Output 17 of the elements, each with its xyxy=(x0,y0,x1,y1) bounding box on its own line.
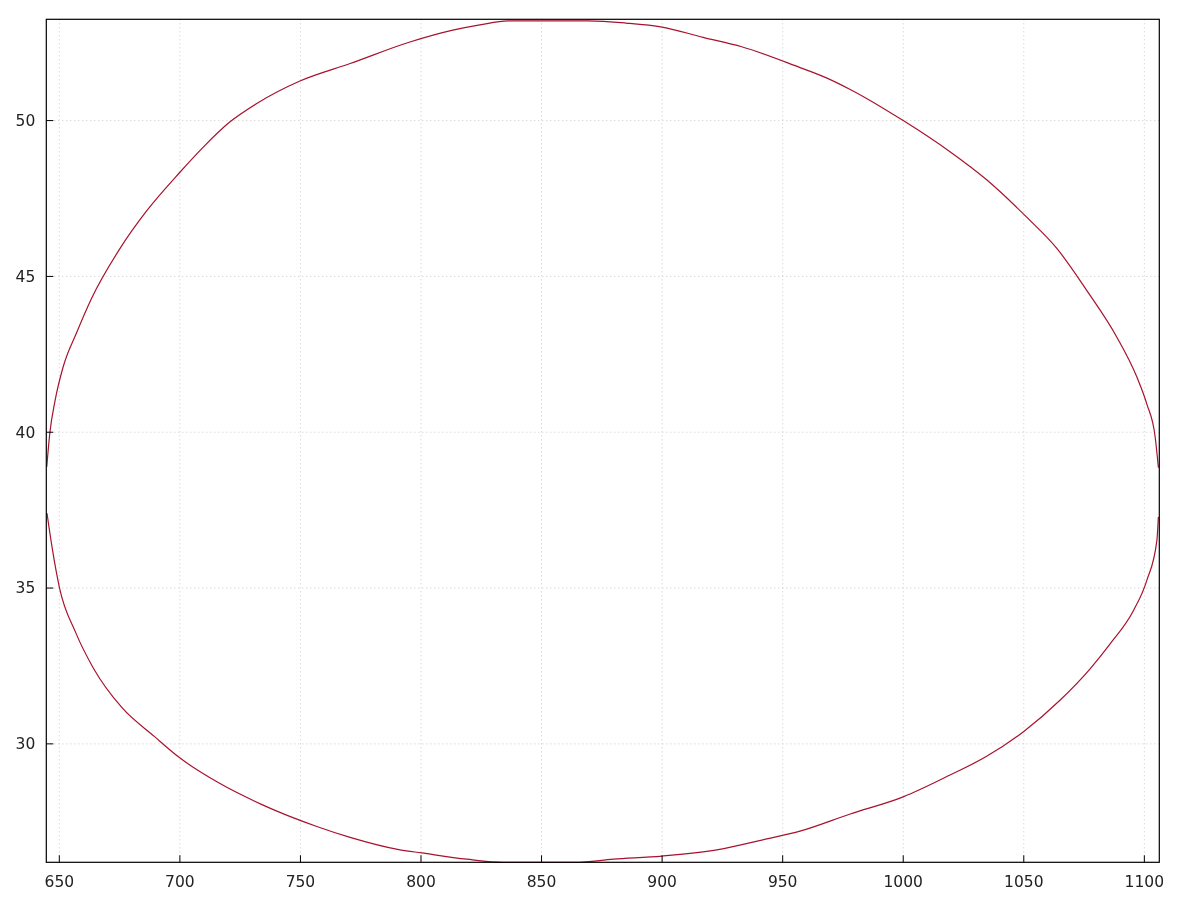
x-tick-label: 900 xyxy=(647,873,677,892)
x-tick-label: 800 xyxy=(406,873,436,892)
line-series xyxy=(46,512,1159,863)
x-tick-label: 1000 xyxy=(883,873,923,892)
x-tick-label: 700 xyxy=(165,873,195,892)
x-tick-label: 1050 xyxy=(1004,873,1044,892)
y-tick-label: 30 xyxy=(15,735,36,754)
x-tick-label: 850 xyxy=(526,873,557,892)
line-series xyxy=(46,20,1159,468)
y-tick-label: 40 xyxy=(15,423,36,442)
y-tick-label: 50 xyxy=(15,112,36,131)
y-tick-label: 45 xyxy=(15,267,36,286)
x-tick-label: 750 xyxy=(285,873,316,892)
y-tick-label: 35 xyxy=(15,579,36,598)
x-tick-label: 950 xyxy=(767,873,798,892)
x-tick-label: 1100 xyxy=(1124,873,1165,892)
x-tick-label: 650 xyxy=(44,873,75,892)
